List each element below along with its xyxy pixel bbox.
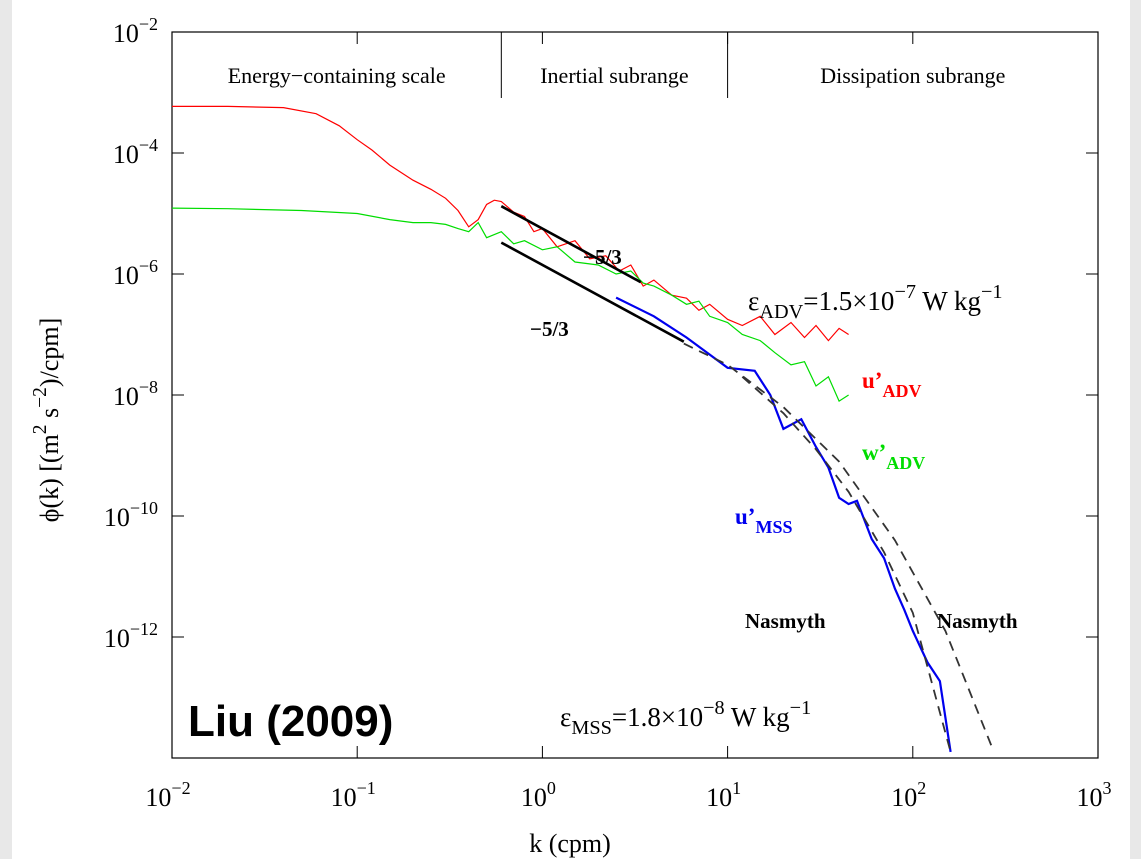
y-axis-label: ϕ(k) [(m2 s−2)/cpm] [30,318,64,522]
epsilon-annotation-part: −8 [703,697,725,719]
series-label: u’ADV [862,368,921,401]
epsilon-annotation-part: W kg [725,702,790,732]
tick-label: 103 [1077,778,1112,812]
epsilon-annotation-part: =1.5×10 [803,286,894,316]
tick-label: 102 [891,778,926,812]
epsilon-annotation-part: =1.8×10 [612,702,703,732]
fit-label: Nasmyth [937,609,1018,633]
y-axis-label-part: −2 [30,387,51,408]
series-name: u’ [862,368,882,393]
series-line [171,207,849,402]
nasmyth-curve [741,376,952,753]
region-label: Energy−containing scale [228,63,446,88]
epsilon-annotation: εMSS=1.8×10−8 W kg−1 [560,697,811,739]
epsilon-annotation-part: ε [748,286,759,316]
fit-label: −5/3 [583,245,622,269]
y-axis-label-part: 2 [30,424,51,434]
slope-line [500,205,642,284]
fit-label: −5/3 [530,317,569,341]
epsilon-annotation-part: W kg [916,286,981,316]
tick-label: 10−6 [113,256,158,290]
slope-line [500,241,685,343]
series-label: w’ADV [862,440,925,473]
tick-label: 10−8 [113,377,158,411]
epsilon-annotation-part: ε [560,702,571,732]
epsilon-annotation-part: −1 [790,697,812,719]
tick-label: 10−10 [104,498,158,532]
nasmyth-curve [683,342,994,750]
tick-label: 100 [521,778,556,812]
tick-label: 10−1 [331,778,376,812]
epsilon-annotation-part: −7 [894,281,916,303]
y-axis-label-part: ϕ(k) [(m [35,434,64,522]
tick-label: 10−12 [104,619,158,653]
fit-label: Nasmyth [745,609,826,633]
x-axis-label: k (cpm) [529,829,611,858]
series-name: u’ [735,504,755,529]
y-axis-label-part: )/cpm] [35,318,64,387]
epsilon-annotation: εADV=1.5×10−7 W kg−1 [748,281,1003,323]
series-name: w’ [862,440,886,465]
epsilon-annotation-part: MSS [571,717,612,739]
tick-label: 10−2 [145,778,190,812]
epsilon-annotation-part: −1 [981,281,1003,303]
series-name-sub: ADV [886,453,925,473]
region-label: Inertial subrange [540,63,688,88]
figure-background [12,0,1130,859]
tick-label: 101 [706,778,741,812]
source-label: Liu (2009) [188,697,393,746]
series-label: u’MSS [735,504,792,537]
series-name-sub: MSS [755,517,792,537]
series-name-sub: ADV [882,381,921,401]
y-axis-label-part: s [35,408,64,425]
region-label: Dissipation subrange [820,63,1005,88]
series-line [615,296,952,753]
epsilon-annotation-part: ADV [759,301,803,323]
tick-label: 10−2 [113,14,158,48]
tick-label: 10−4 [113,135,158,169]
